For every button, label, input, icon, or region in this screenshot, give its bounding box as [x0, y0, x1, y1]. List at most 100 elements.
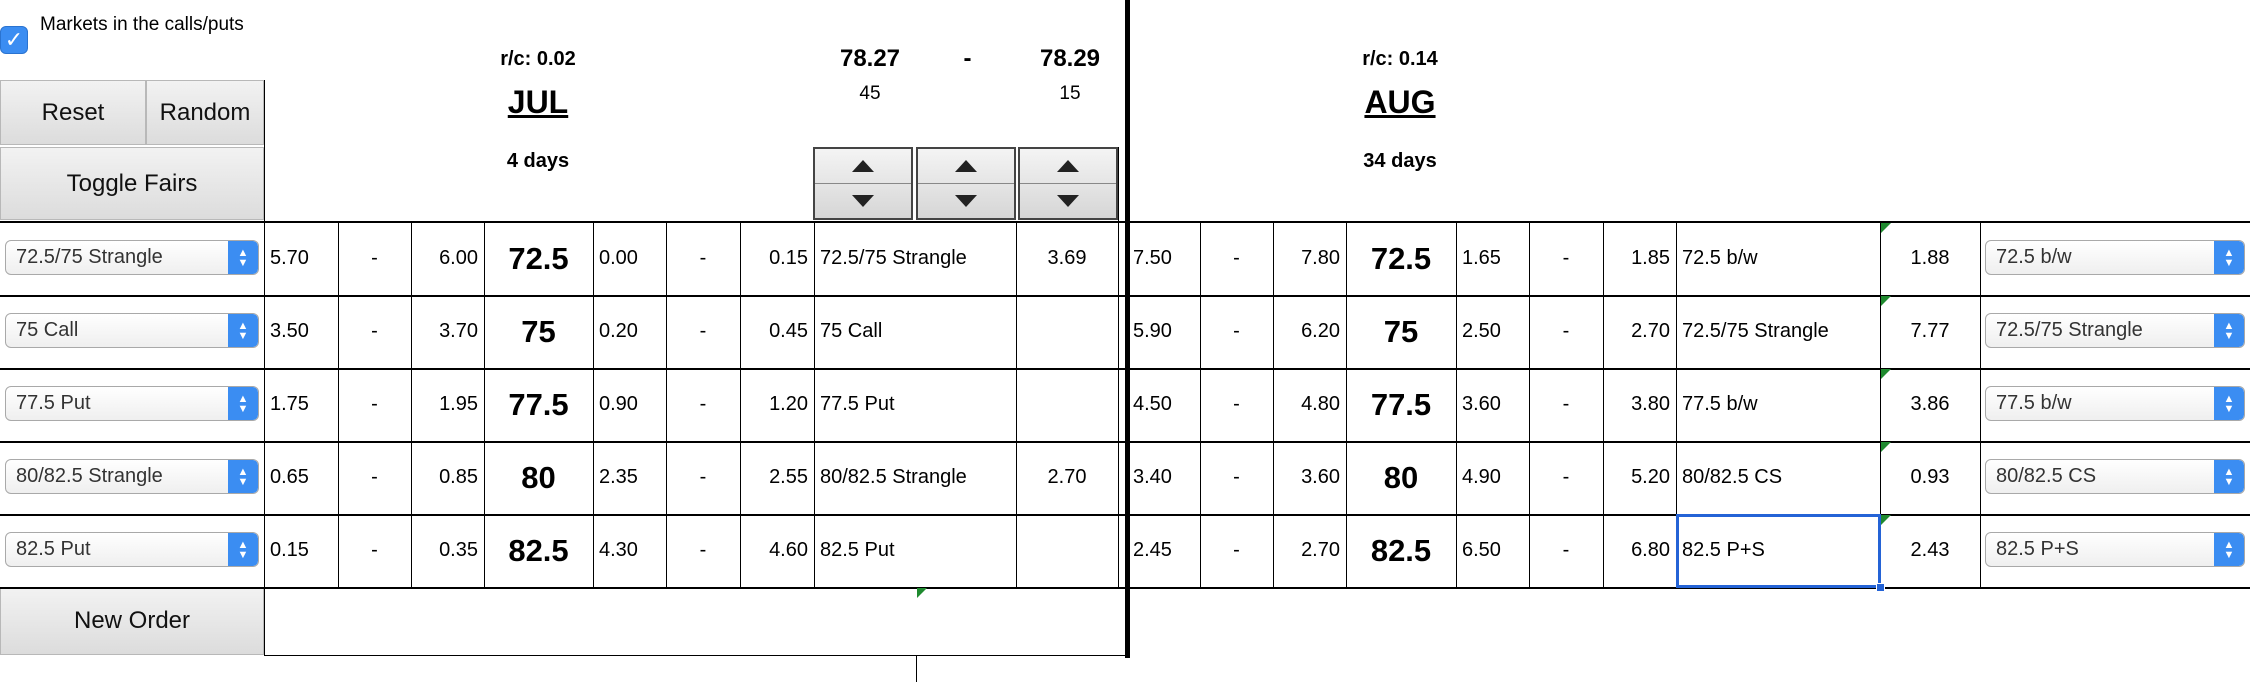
aug-put-ask: 2.70	[1631, 320, 1670, 342]
stepper-down-icon[interactable]	[1020, 184, 1116, 219]
grid-line	[593, 222, 594, 587]
aug-strike: 82.5	[1370, 532, 1432, 568]
jul-fair-value[interactable]	[1016, 514, 1118, 587]
toggle-fairs-button[interactable]: Toggle Fairs	[0, 147, 264, 220]
aug-structure[interactable]: 72.5 b/w	[1682, 247, 1758, 269]
markets-in-calls-puts-checkbox[interactable]: ✓ Markets in the calls/puts	[0, 14, 262, 64]
aug-structure[interactable]: 77.5 b/w	[1682, 393, 1758, 415]
left-structure-select[interactable]: 82.5 Put ▲ ▼	[5, 532, 259, 567]
aug-call-ask: 7.80	[1301, 247, 1340, 269]
aug-fair-value[interactable]: 1.88	[1910, 247, 1950, 269]
jul-fair-value[interactable]	[1016, 295, 1118, 368]
jul-put-ask: 4.60	[769, 539, 808, 561]
grid-line	[1980, 222, 1981, 587]
right-structure-select[interactable]: 77.5 b/w ▲ ▼	[1985, 386, 2245, 421]
grid-line	[666, 222, 667, 587]
jul-rc-value: r/c: 0.02	[500, 48, 576, 70]
left-structure-select[interactable]: 72.5/75 Strangle ▲ ▼	[5, 240, 259, 275]
stepper-down-icon[interactable]	[815, 184, 911, 219]
left-structure-select[interactable]: 77.5 Put ▲ ▼	[5, 386, 259, 421]
jul-call-ask: 6.00	[439, 247, 478, 269]
future-ask-stepper[interactable]	[1018, 147, 1118, 220]
jul-strike: 75	[521, 313, 556, 349]
select-chevron-icon: ▲ ▼	[228, 533, 258, 566]
future-bid-size: 45	[859, 83, 881, 104]
future-ask: 78.29	[1039, 45, 1101, 72]
right-structure-select[interactable]: 72.5/75 Strangle ▲ ▼	[1985, 313, 2245, 348]
aug-call-bid: 4.50	[1133, 393, 1172, 415]
aug-dash: -	[1233, 539, 1240, 561]
aug-fair-value[interactable]: 2.43	[1910, 539, 1950, 561]
stepper-up-icon[interactable]	[815, 149, 911, 184]
aug-dash: -	[1562, 247, 1570, 269]
aug-fair-value[interactable]: 0.93	[1910, 466, 1950, 488]
checkbox-check-icon[interactable]: ✓	[0, 26, 28, 54]
aug-fair-value[interactable]: 7.77	[1910, 320, 1950, 342]
fill-handle-icon[interactable]	[1876, 583, 1885, 592]
grid-line	[1273, 222, 1274, 587]
jul-fair-value[interactable]	[1016, 368, 1118, 441]
select-chevron-icon: ▲ ▼	[2214, 533, 2244, 566]
jul-structure[interactable]: 75 Call	[820, 320, 883, 342]
future-bid-stepper[interactable]	[813, 147, 913, 220]
aug-structure[interactable]: 80/82.5 CS	[1682, 466, 1783, 488]
stepper-up-icon[interactable]	[918, 149, 1014, 184]
cell-comment-marker-icon	[1881, 369, 1891, 379]
new-order-button[interactable]: New Order	[0, 587, 264, 655]
jul-strike: 72.5	[508, 240, 569, 276]
select-chevron-icon: ▲ ▼	[228, 460, 258, 493]
aug-structure[interactable]: 82.5 P+S	[1682, 539, 1765, 561]
select-chevron-icon: ▲ ▼	[2214, 314, 2244, 347]
grid-line	[1529, 222, 1530, 587]
grid-line	[1016, 222, 1017, 587]
aug-fair-value[interactable]: 3.86	[1910, 393, 1950, 415]
aug-put-ask: 3.80	[1631, 393, 1670, 415]
jul-dash: -	[371, 320, 378, 342]
select-chevron-icon: ▲ ▼	[2214, 241, 2244, 274]
aug-call-bid: 3.40	[1133, 466, 1172, 488]
jul-month-label: JUL	[507, 84, 569, 120]
select-chevron-icon: ▲ ▼	[228, 241, 258, 274]
grid-line	[916, 655, 917, 682]
jul-dash: -	[371, 466, 378, 488]
random-button[interactable]: Random	[146, 80, 264, 145]
aug-dash: -	[1562, 320, 1570, 342]
jul-fair-value[interactable]: 2.70	[1047, 466, 1087, 488]
select-chevron-icon: ▲ ▼	[2214, 387, 2244, 420]
jul-put-ask: 2.55	[769, 466, 808, 488]
aug-put-bid: 4.90	[1462, 466, 1501, 488]
right-structure-select[interactable]: 80/82.5 CS ▲ ▼	[1985, 459, 2245, 494]
stepper-up-icon[interactable]	[1020, 149, 1116, 184]
active-cell-selection[interactable]	[1676, 514, 1881, 588]
jul-fair-value[interactable]: 3.69	[1047, 247, 1087, 269]
grid-line	[1346, 222, 1347, 587]
aug-call-bid: 5.90	[1133, 320, 1172, 342]
jul-dash: -	[371, 247, 378, 269]
jul-structure[interactable]: 72.5/75 Strangle	[820, 247, 967, 269]
future-bid: 78.27	[839, 45, 901, 72]
jul-structure[interactable]: 80/82.5 Strangle	[820, 466, 967, 488]
jul-call-bid: 0.65	[270, 466, 309, 488]
grid-line	[1456, 222, 1457, 587]
jul-structure[interactable]: 82.5 Put	[820, 539, 895, 561]
markets-checkbox-label: Markets in the calls/puts	[40, 14, 244, 35]
future-mid-stepper[interactable]	[916, 147, 1016, 220]
jul-dash: -	[371, 539, 378, 561]
jul-structure[interactable]: 77.5 Put	[820, 393, 895, 415]
grid-line	[1118, 147, 1119, 222]
right-structure-select[interactable]: 72.5 b/w ▲ ▼	[1985, 240, 2245, 275]
left-structure-select[interactable]: 80/82.5 Strangle ▲ ▼	[5, 459, 259, 494]
cell-comment-marker-icon	[1881, 442, 1891, 452]
left-structure-select[interactable]: 75 Call ▲ ▼	[5, 313, 259, 348]
aug-dash: -	[1233, 466, 1240, 488]
jul-call-ask: 3.70	[439, 320, 478, 342]
aug-strike: 75	[1383, 313, 1419, 349]
aug-structure[interactable]: 72.5/75 Strangle	[1682, 320, 1829, 342]
reset-button[interactable]: Reset	[0, 80, 146, 145]
stepper-down-icon[interactable]	[918, 184, 1014, 219]
jul-call-ask: 0.35	[439, 539, 478, 561]
select-value: 75 Call	[16, 319, 79, 341]
aug-put-ask: 5.20	[1631, 466, 1670, 488]
right-structure-select[interactable]: 82.5 P+S ▲ ▼	[1985, 532, 2245, 567]
grid-line	[1676, 222, 1677, 587]
